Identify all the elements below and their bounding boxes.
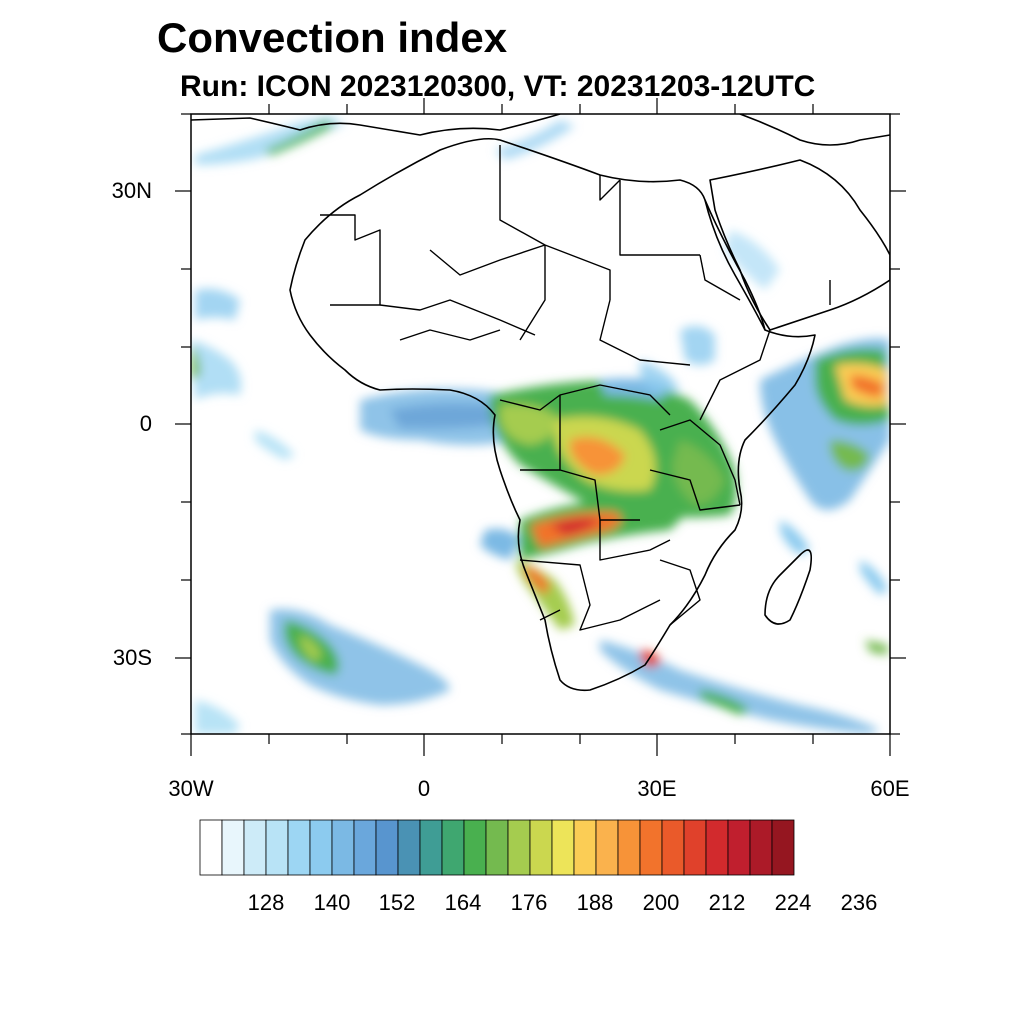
colorbar-box-7 (353, 819, 377, 876)
colorbar-label-224: 224 (774, 890, 812, 915)
colorbar-box-4 (287, 819, 311, 876)
country-borders (320, 145, 831, 631)
colorbar-box-2 (243, 819, 267, 876)
colorbar-label-236: 236 (840, 890, 878, 915)
colorbar-box-21 (661, 819, 685, 876)
colorbar-box-20 (639, 819, 663, 876)
colorbar-box-10 (419, 819, 443, 876)
colorbar-box-5 (309, 819, 333, 876)
convection-field (191, 116, 890, 734)
madagascar-coastline (764, 549, 813, 625)
colorbar-box-9 (397, 819, 421, 876)
colorbar-box-16 (551, 819, 575, 876)
field-sa-east (600, 640, 880, 734)
colorbar-box-19 (617, 819, 641, 876)
axis-ticks (175, 98, 906, 756)
lat-label-30s: 30S (112, 645, 152, 670)
colorbar-label-200: 200 (642, 890, 680, 915)
colorbar-box-18 (595, 819, 619, 876)
lat-label-0: 0 (139, 411, 152, 436)
red-sea (704, 199, 766, 331)
colorbar-label-152: 152 (378, 890, 416, 915)
colorbar-box-1 (221, 819, 245, 876)
coastlines (191, 114, 890, 692)
lon-label-30w: 30W (168, 776, 214, 801)
colorbar-box-22 (683, 819, 707, 876)
colorbar-box-15 (529, 819, 553, 876)
colorbar (199, 819, 795, 876)
lon-label-30e: 30E (637, 776, 677, 801)
colorbar-box-0 (199, 819, 223, 876)
lat-label-30n: 30N (111, 178, 152, 203)
colorbar-box-13 (485, 819, 509, 876)
chart-title: Convection index (157, 14, 508, 61)
colorbar-label-164: 164 (444, 890, 482, 915)
colorbar-label-188: 188 (576, 890, 614, 915)
colorbar-label-212: 212 (708, 890, 746, 915)
colorbar-label-176: 176 (510, 890, 548, 915)
africa-coastline (289, 137, 816, 692)
colorbar-box-17 (573, 819, 597, 876)
colorbar-box-11 (441, 819, 465, 876)
europe-coastline (191, 114, 561, 136)
colorbar-box-12 (463, 819, 487, 876)
colorbar-box-6 (331, 819, 355, 876)
colorbar-box-14 (507, 819, 531, 876)
colorbar-box-3 (265, 819, 289, 876)
field-west-offshore (195, 288, 240, 320)
colorbar-label-128: 128 (247, 890, 285, 915)
colorbar-box-26 (771, 819, 795, 876)
colorbar-box-24 (727, 819, 751, 876)
lon-label-60e: 60E (870, 776, 910, 801)
colorbar-box-25 (749, 819, 773, 876)
colorbar-box-23 (705, 819, 729, 876)
lon-label-0: 0 (417, 776, 431, 801)
colorbar-label-140: 140 (313, 890, 351, 915)
chart-subtitle: Run: ICON 2023120300, VT: 20231203-12UTC (180, 70, 816, 103)
colorbar-box-8 (375, 819, 399, 876)
